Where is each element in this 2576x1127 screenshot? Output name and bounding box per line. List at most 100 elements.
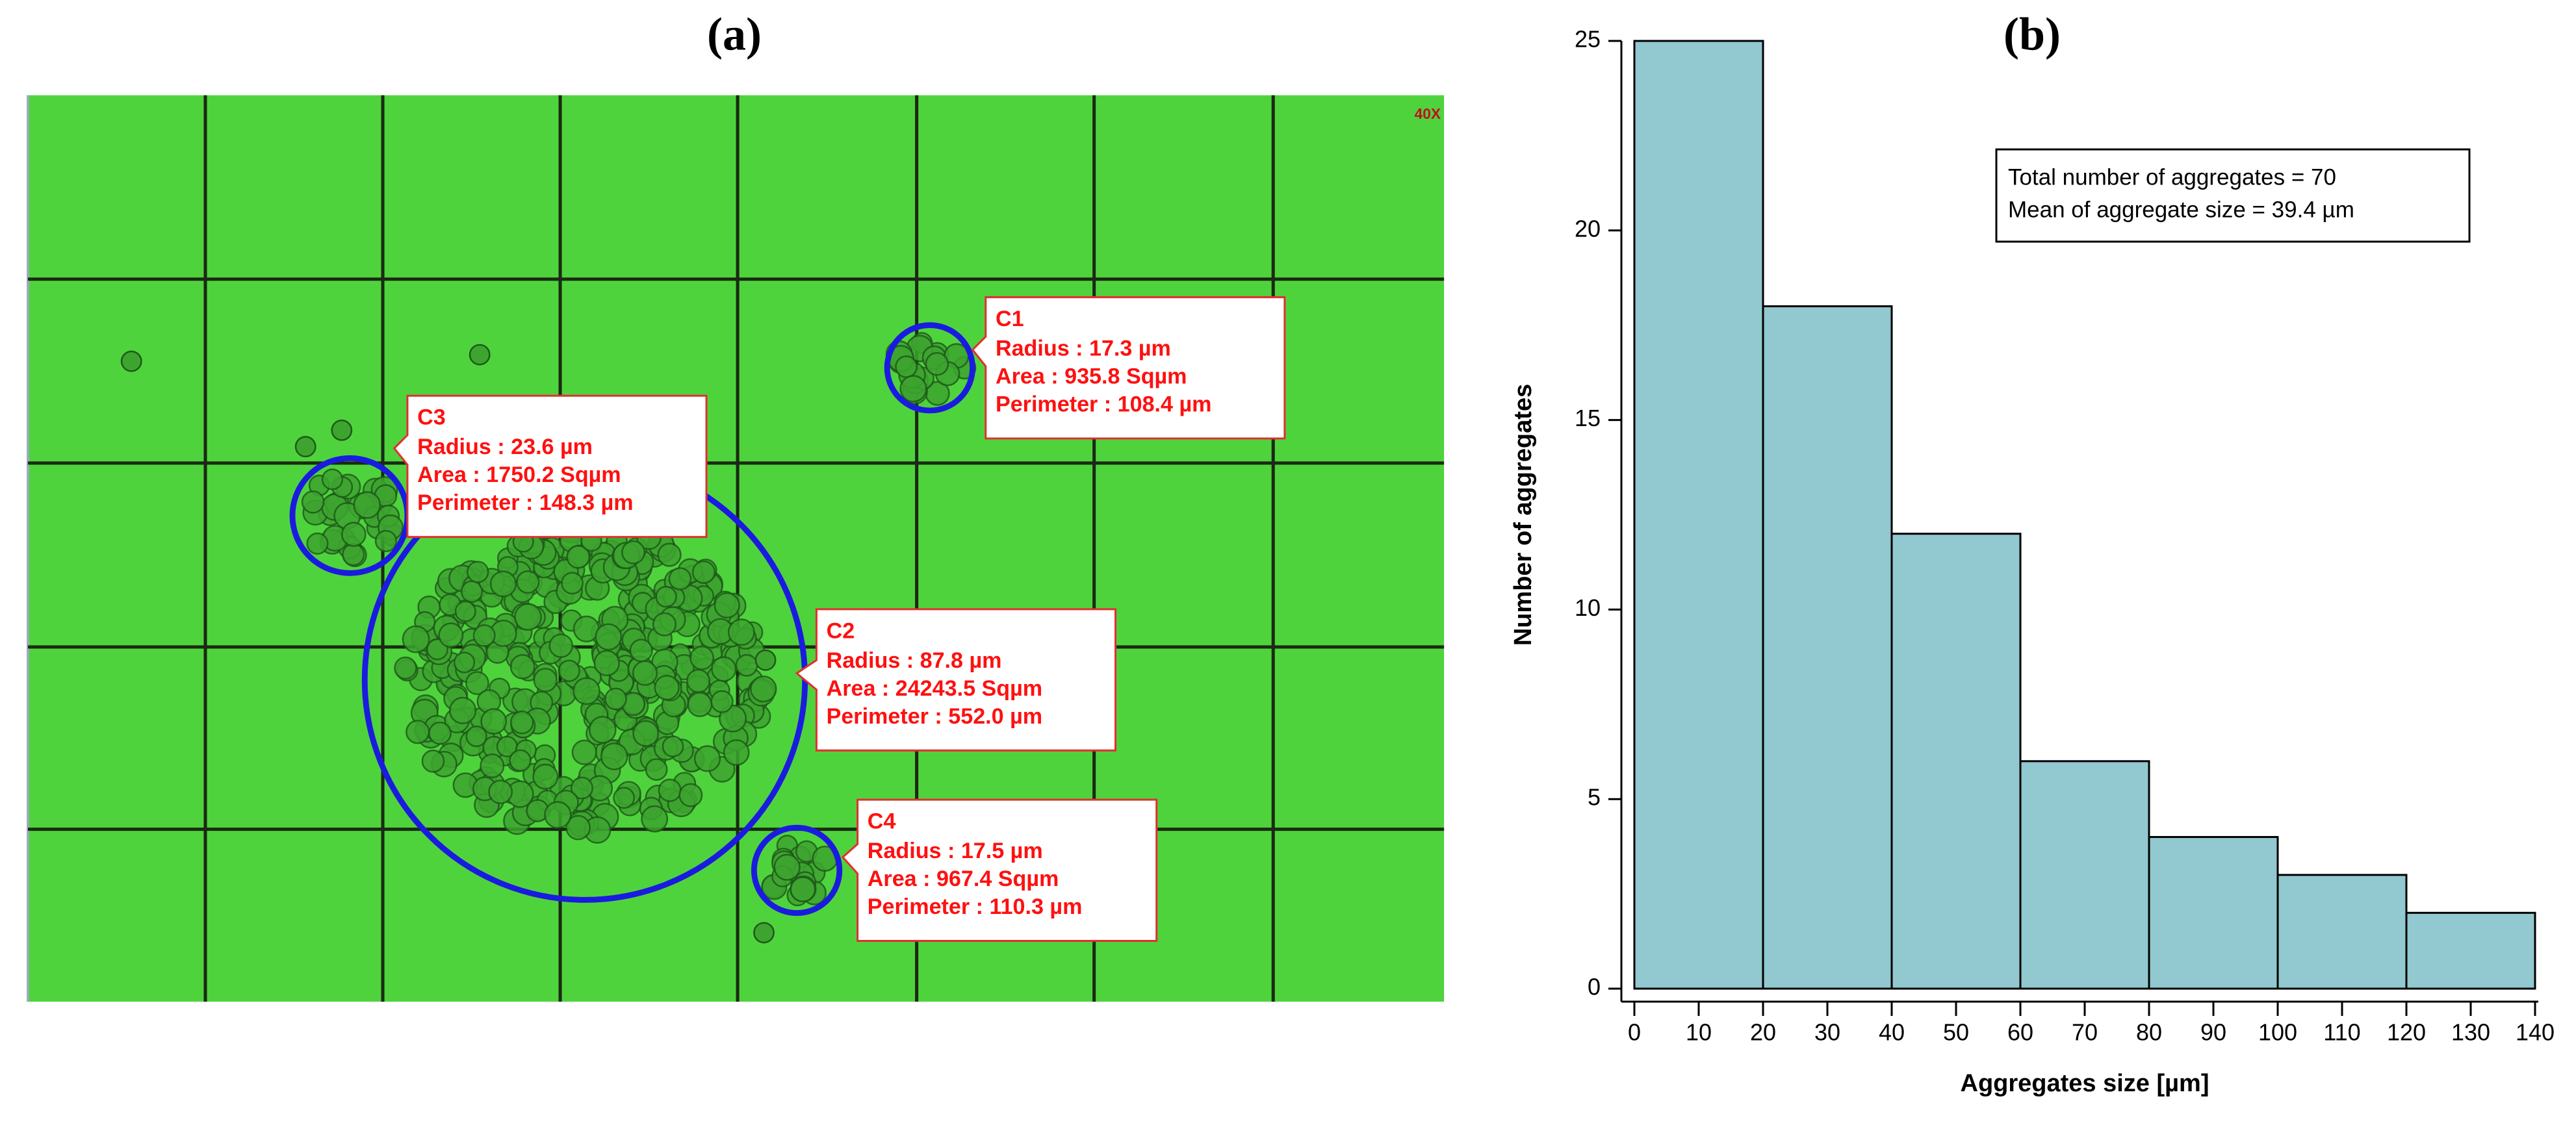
callout-line: Perimeter : 148.3 µm [417,490,634,515]
cell [509,749,532,772]
annotation-box [1995,148,2471,243]
callout-box [841,798,1158,943]
cell [509,653,535,679]
bar [2405,911,2536,990]
cell [514,603,542,631]
cell [654,675,680,701]
cell [753,922,775,944]
cell [693,745,721,772]
callout-name: C1 [996,307,1024,331]
cell [489,570,517,598]
cell [453,652,476,674]
callout-box [795,608,1117,752]
cell [710,690,734,713]
cell [621,540,646,564]
x-axis-title: Aggregates size [µm] [1961,1070,2209,1097]
callout: C4 Radius : 17.5 µm Area : 967.4 Sqµm Perim… [841,798,1158,943]
annotation: Mean of aggregate size = 39.4 µm [2008,197,2354,222]
cell [374,529,398,553]
x-tick-label: 130 [2451,1019,2490,1046]
cell [632,660,658,686]
cell [711,656,737,682]
cell [544,801,572,829]
x-tick-label: 60 [2007,1019,2033,1046]
cell [558,659,580,682]
cell [573,677,600,705]
cell [342,543,365,566]
cell [668,567,692,590]
cell [714,592,740,619]
callout-line: Radius : 87.8 µm [827,648,1002,673]
cell [658,778,682,802]
callout-line: Area : 24243.5 Sqµm [827,676,1043,701]
cell [294,436,316,458]
callout: C3 Radius : 23.6 µm Area : 1750.2 Sqµm Peri… [393,394,708,538]
cell [120,350,142,372]
cell [899,375,927,403]
cell [629,639,653,663]
x-tick-label: 80 [2136,1019,2162,1046]
cell [561,572,584,595]
y-tick-label: 25 [1575,26,1601,53]
cell [571,739,597,765]
cell [925,351,949,376]
cell [604,687,627,711]
callout-line: Perimeter : 110.3 µm [868,894,1083,919]
cell [465,671,489,695]
histogram: 0 5 10 15 20 25 0 10 20 30 40 50 60 70 80 90 100 110 120 13… [1510,26,2555,1098]
x-tick-label: 30 [1814,1019,1840,1046]
panel-label: (a) [707,8,762,60]
micrograph: 40X C1 Radius : 17.3 µm Area : 935.8 Sqµm Pe… [27,95,1445,1002]
cell [516,570,540,594]
cell [548,633,573,658]
cell [641,805,669,833]
x-tick-label: 90 [2200,1019,2226,1046]
y-tick-label: 10 [1575,594,1601,621]
cell [472,624,496,647]
callout-line: Radius : 23.6 µm [417,435,593,459]
bar [1762,305,1893,990]
cell [691,560,716,585]
cell [723,739,750,766]
cell [321,468,344,490]
measure-circle [751,824,843,916]
cell [465,725,487,748]
cell [438,622,464,648]
measure-circle [884,322,975,414]
x-tick-label: 40 [1879,1019,1905,1046]
cell [469,344,491,366]
callout-line: Area : 967.4 Sqµm [868,867,1059,891]
cell [570,776,593,800]
cell [341,522,367,547]
cell [565,815,591,841]
cell [593,650,620,676]
annotation: Total number of aggregates = 70 [2008,164,2336,190]
callout-line: Area : 935.8 Sqµm [996,364,1187,388]
cell [678,783,703,807]
callout-line: Radius : 17.5 µm [868,839,1043,863]
y-axis-title: Number of aggregates [1510,384,1537,646]
cell [301,490,325,514]
cell [480,708,508,735]
cell [467,561,489,583]
micrograph-background [27,95,1445,1002]
bar [1633,40,1764,990]
cell [402,625,430,653]
y-tick-label: 20 [1575,215,1601,242]
cell [449,696,477,724]
bar [2019,760,2150,990]
x-tick-label: 110 [2323,1019,2360,1046]
cell [532,763,559,790]
cell [652,612,677,637]
bar [2148,836,2279,990]
cell [566,544,591,569]
cell [657,542,682,567]
callout-name: C3 [417,405,446,430]
x-tick-label: 20 [1750,1019,1776,1046]
x-tick-label: 0 [1628,1019,1641,1046]
cell [632,720,660,747]
x-tick-label: 140 [2516,1019,2555,1046]
cell [421,749,445,773]
cell [406,720,430,744]
